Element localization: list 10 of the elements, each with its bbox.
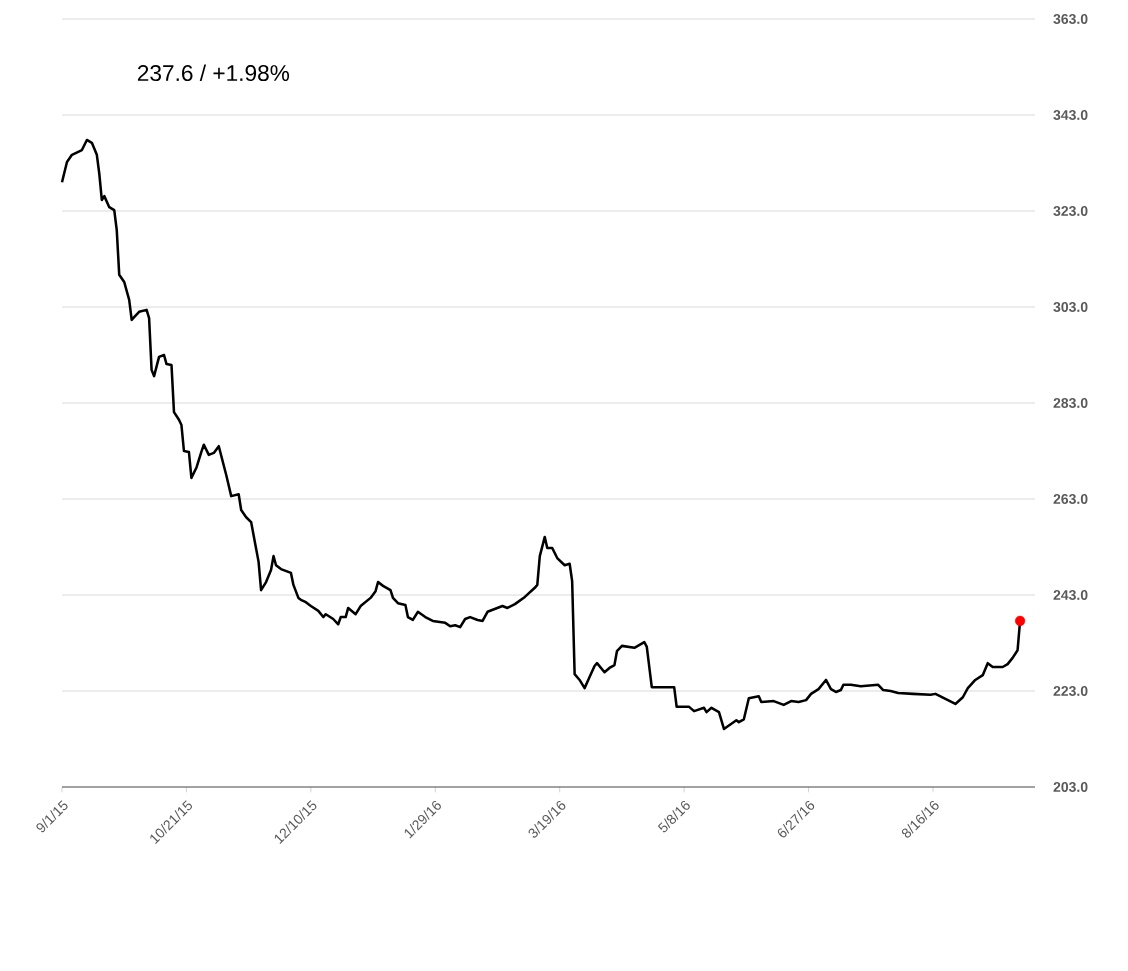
- y-tick-label: 303.0: [1053, 302, 1088, 312]
- y-tick-label: 243.0: [1053, 590, 1088, 600]
- y-tick-label: 363.0: [1053, 14, 1088, 24]
- y-tick-label: 203.0: [1053, 782, 1088, 792]
- y-tick-label: 343.0: [1053, 110, 1088, 120]
- y-tick-label: 323.0: [1053, 206, 1088, 216]
- annotation: 237.6 / +1.98%: [137, 64, 290, 82]
- y-tick-label: 223.0: [1053, 686, 1088, 696]
- y-tick-label: 283.0: [1053, 398, 1088, 408]
- y-tick-label: 263.0: [1053, 494, 1088, 504]
